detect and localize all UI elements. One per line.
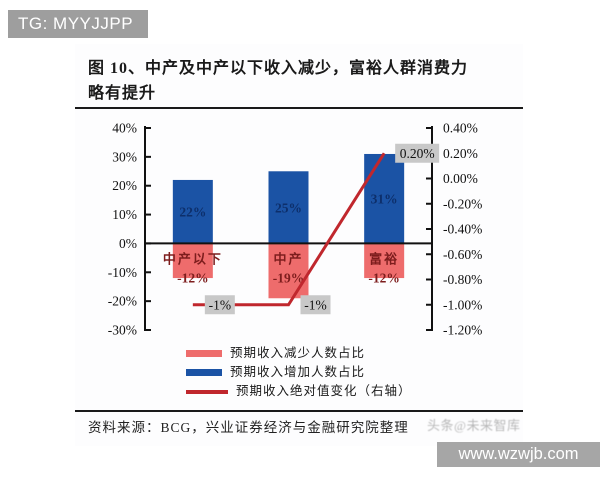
title-divider — [75, 107, 523, 109]
source-text: 资料来源：BCG，兴业证券经济与金融研究院整理 — [88, 420, 409, 435]
overlay-watermark-text: 头条@未来智库 — [427, 418, 521, 433]
figure-title-line1: 图 10、中产及中产以下收入减少，富裕人群消费力 — [88, 60, 469, 77]
legend-swatch-blue-bar — [186, 369, 222, 376]
figure-title: 图 10、中产及中产以下收入减少，富裕人群消费力 略有提升 — [88, 56, 488, 106]
site-watermark: www.wzwjb.com — [437, 442, 600, 467]
telegram-watermark-badge: TG: MYYJJPP — [8, 10, 148, 38]
legend-item-increase: 预期收入增加人数占比 — [186, 363, 412, 382]
legend-label: 预期收入增加人数占比 — [230, 365, 366, 379]
legend-label: 预期收入减少人数占比 — [230, 346, 366, 360]
legend-swatch-red-bar — [186, 350, 222, 357]
chart-legend: 预期收入减少人数占比 预期收入增加人数占比 预期收入绝对值变化（右轴） — [186, 344, 412, 401]
legend-item-absolute-change: 预期收入绝对值变化（右轴） — [186, 382, 412, 401]
source-divider — [75, 410, 523, 412]
legend-swatch-trend-line — [186, 389, 228, 394]
figure-card: 图 10、中产及中产以下收入减少，富裕人群消费力 略有提升 预期收入减少人数占比… — [75, 44, 523, 446]
legend-label: 预期收入绝对值变化（右轴） — [236, 384, 412, 398]
legend-item-decrease: 预期收入减少人数占比 — [186, 344, 412, 363]
figure-title-line2: 略有提升 — [88, 85, 157, 102]
